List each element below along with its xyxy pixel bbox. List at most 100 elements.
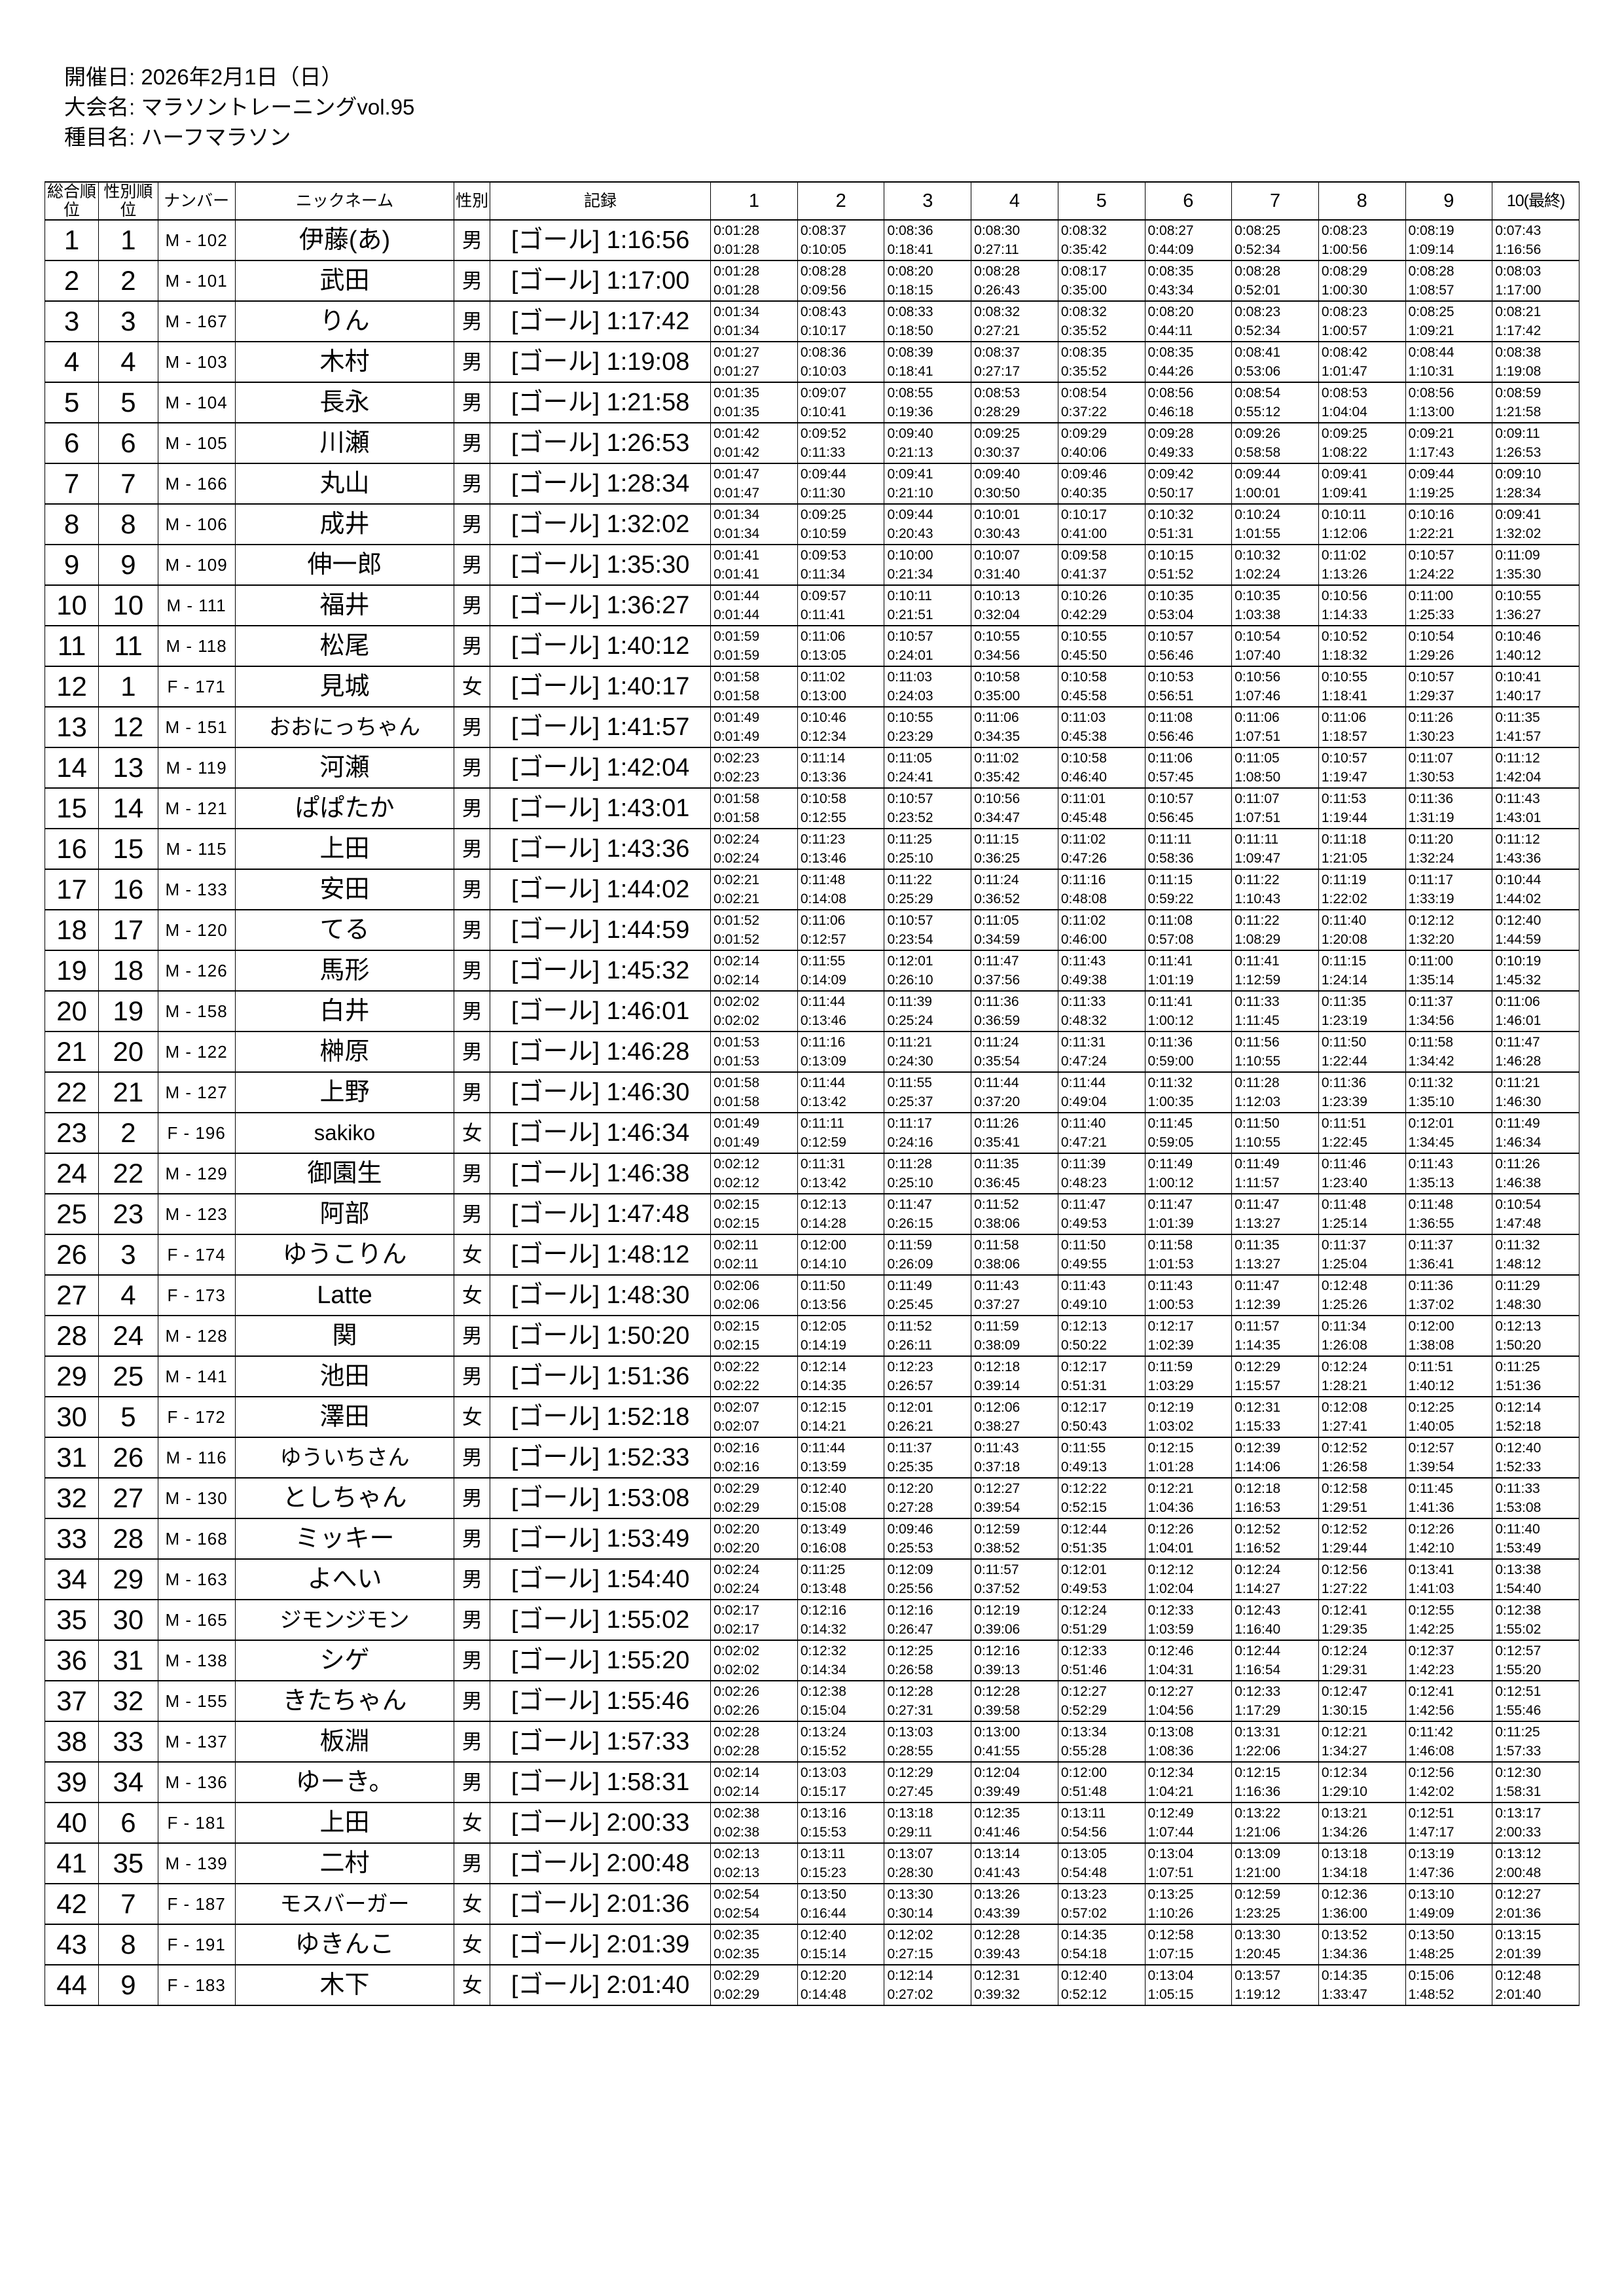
lap-cumulative-2: 0:14:28: [800, 1216, 846, 1231]
lap-cumulative-2: 0:13:09: [800, 1054, 846, 1069]
cell-sex: 女: [454, 1396, 491, 1438]
lap-cell-10: 0:08:21 1:17:42: [1492, 300, 1579, 342]
lap-cell-3: 0:13:18 0:29:11: [884, 1802, 972, 1844]
lap-cell-10: 0:13:12 2:00:48: [1492, 1842, 1579, 1884]
lap-cell-9: 0:09:44 1:19:25: [1405, 463, 1493, 505]
lap-cell-4: 0:10:56 0:34:47: [971, 787, 1058, 829]
lap-split-4: 0:12:18: [974, 1359, 1020, 1374]
lap-split-6: 0:11:47: [1147, 1197, 1193, 1212]
lap-cumulative-2: 0:11:41: [800, 607, 846, 622]
lap-cumulative-5: 0:35:42: [1060, 242, 1107, 257]
lap-cell-9: 0:13:50 1:48:25: [1405, 1924, 1493, 1965]
table-row: 18 17 M - 120 てる男 [ゴール] 1:44:59 0:01:52 0:01:5…: [44, 909, 1579, 951]
lap-cell-8: 0:11:34 1:26:08: [1318, 1315, 1406, 1357]
lap-cell-7: 0:10:35 1:03:38: [1231, 584, 1319, 626]
lap-cumulative-1: 0:01:59: [713, 648, 760, 663]
lap-cell-3: 0:12:20 0:27:28: [884, 1477, 972, 1519]
cell-g: 11: [98, 625, 158, 667]
cell-nick: 二村: [234, 1842, 455, 1884]
lap-split-8: 0:11:46: [1321, 1157, 1367, 1172]
cell-g: 1: [98, 666, 158, 708]
cell-r: 27: [44, 1274, 99, 1316]
lap-cell-7: 0:10:56 1:07:46: [1231, 666, 1319, 708]
event-meta-block: 開催日: 2026年2月1日（日） 大会名: マラソントレーニングvol.95 …: [64, 62, 414, 152]
lap-split-2: 0:13:03: [800, 1765, 846, 1780]
lap-cumulative-6: 1:03:29: [1147, 1378, 1194, 1393]
lap-split-1: 0:01:53: [713, 1035, 760, 1050]
lap-cell-8: 0:09:41 1:09:41: [1318, 463, 1406, 505]
lap-cell-9: 0:13:41 1:41:03: [1405, 1558, 1493, 1600]
lap-cell-9: 0:11:45 1:41:36: [1405, 1477, 1493, 1519]
lap-cell-1: 0:02:06 0:02:06: [710, 1274, 798, 1316]
lap-split-4: 0:10:07: [974, 548, 1020, 563]
lap-split-1: 0:01:42: [713, 426, 760, 441]
lap-cumulative-2: 0:13:42: [800, 1175, 846, 1191]
cell-rec: [ゴール] 1:58:31: [490, 1761, 712, 1803]
lap-cell-3: 0:10:57 0:23:52: [884, 787, 972, 829]
cell-n: M - 105: [157, 422, 236, 464]
lap-cell-9: 0:10:16 1:22:21: [1405, 503, 1493, 545]
lap-cell-8: 0:08:53 1:04:04: [1318, 382, 1406, 423]
cell-sex: 男: [454, 909, 491, 951]
lap-split-6: 0:11:32: [1147, 1075, 1193, 1090]
lap-cell-6: 0:11:08 0:57:08: [1144, 909, 1233, 951]
lap-cell-2: 0:13:24 0:15:52: [797, 1721, 885, 1763]
lap-split-4: 0:11:59: [974, 1319, 1019, 1334]
lap-cell-9: 0:11:07 1:30:53: [1405, 747, 1493, 789]
lap-cell-4: 0:08:53 0:28:29: [971, 382, 1058, 423]
lap-cell-1: 0:01:58 0:01:58: [710, 666, 798, 708]
lap-cumulative-3: 0:19:36: [887, 404, 933, 420]
cell-g: 35: [98, 1842, 158, 1884]
lap-cell-7: 0:12:39 1:14:06: [1231, 1437, 1319, 1479]
cell-n: M - 138: [157, 1640, 236, 1681]
lap-split-10: 0:11:12: [1495, 832, 1540, 847]
lap-cell-6: 0:11:08 0:56:46: [1144, 706, 1233, 748]
lap-cumulative-5: 0:57:02: [1060, 1906, 1107, 1921]
lap-split-10: 0:11:49: [1495, 1116, 1540, 1131]
lap-split-7: 0:12:24: [1235, 1562, 1281, 1577]
cell-sex: 男: [454, 219, 491, 261]
lap-cumulative-7: 1:10:55: [1235, 1054, 1281, 1069]
lap-cumulative-4: 0:43:39: [974, 1906, 1020, 1921]
lap-split-4: 0:11:44: [974, 1075, 1019, 1090]
lap-cell-5: 0:11:01 0:45:48: [1057, 787, 1146, 829]
lap-split-3: 0:12:09: [887, 1562, 933, 1577]
lap-cumulative-4: 0:37:52: [974, 1581, 1020, 1596]
lap-split-7: 0:08:23: [1235, 304, 1281, 319]
lap-split-2: 0:08:36: [800, 345, 846, 360]
lap-cumulative-4: 0:39:54: [974, 1500, 1020, 1515]
lap-split-1: 0:02:21: [713, 872, 760, 888]
cell-nick: 安田: [234, 869, 455, 910]
lap-cumulative-4: 0:39:32: [974, 1987, 1020, 2002]
cell-g: 32: [98, 1680, 158, 1722]
lap-cumulative-4: 0:35:54: [974, 1054, 1020, 1069]
lap-cell-5: 0:11:02 0:46:00: [1057, 909, 1146, 951]
cell-g: 15: [98, 828, 158, 870]
cell-n: F - 174: [157, 1234, 236, 1276]
lap-cumulative-1: 0:01:53: [713, 1054, 760, 1069]
lap-cumulative-5: 0:41:00: [1060, 526, 1107, 541]
lap-cell-10: 0:11:47 1:46:28: [1492, 1031, 1579, 1073]
lap-split-4: 0:13:26: [974, 1887, 1020, 1902]
lap-cumulative-9: 1:40:05: [1408, 1419, 1454, 1434]
lap-split-5: 0:13:11: [1060, 1806, 1106, 1821]
lap-cumulative-1: 0:01:58: [713, 1094, 760, 1109]
lap-cumulative-4: 0:38:06: [974, 1216, 1020, 1231]
lap-split-8: 0:12:24: [1321, 1359, 1367, 1374]
cell-rec: [ゴール] 1:55:02: [490, 1599, 712, 1641]
table-row: 22 21 M - 127 上野男 [ゴール] 1:46:30 0:01:58 0:01:5…: [44, 1071, 1579, 1113]
lap-cell-3: 0:13:07 0:28:30: [884, 1842, 972, 1884]
lap-split-4: 0:11:57: [974, 1562, 1019, 1577]
lap-cell-3: 0:12:25 0:26:58: [884, 1640, 972, 1681]
lap-cell-7: 0:11:50 1:10:55: [1231, 1112, 1319, 1154]
lap-cell-6: 0:10:53 0:56:51: [1144, 666, 1233, 708]
lap-split-3: 0:11:49: [887, 1278, 932, 1293]
lap-cell-10: 0:10:44 1:44:02: [1492, 869, 1579, 910]
lap-cumulative-8: 1:12:06: [1321, 526, 1367, 541]
lap-cell-1: 0:01:28 0:01:28: [710, 219, 798, 261]
lap-split-3: 0:10:11: [887, 588, 932, 603]
header-gender: 性別: [454, 181, 491, 221]
cell-r: 21: [44, 1031, 99, 1073]
cell-r: 44: [44, 1964, 99, 2006]
